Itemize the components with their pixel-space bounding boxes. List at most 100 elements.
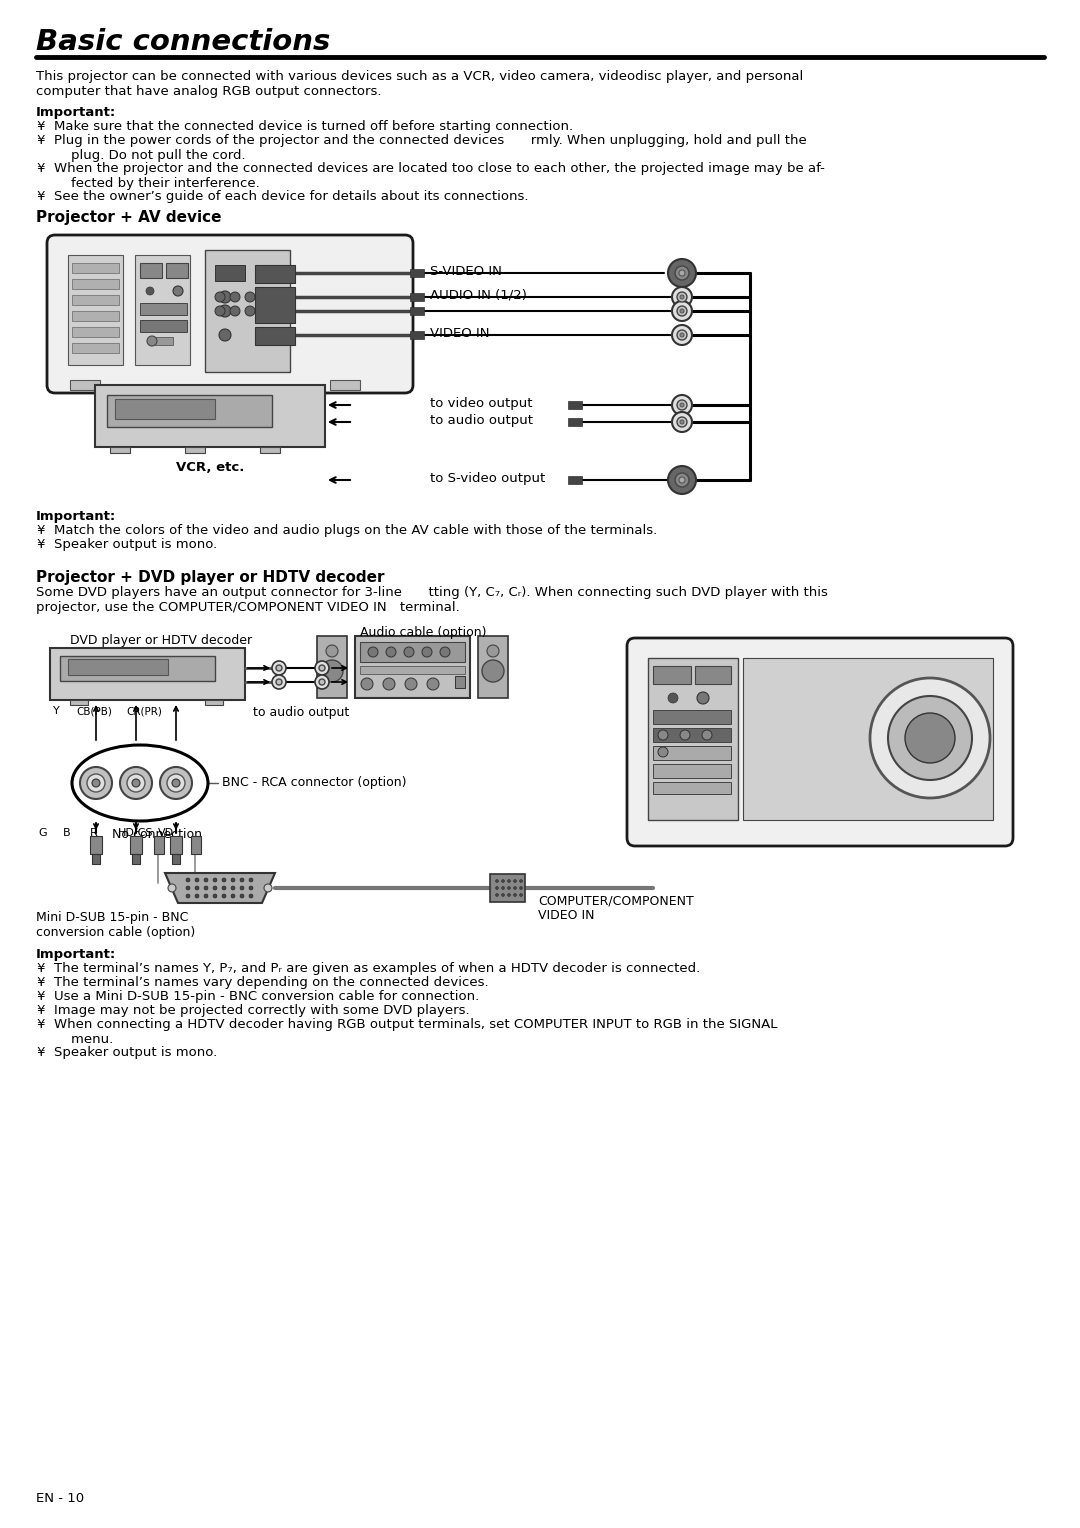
- Circle shape: [888, 695, 972, 779]
- Text: Image may not be projected correctly with some DVD players.: Image may not be projected correctly wit…: [54, 1004, 470, 1018]
- Circle shape: [669, 694, 678, 703]
- Circle shape: [519, 880, 523, 883]
- Bar: [255, 327, 295, 345]
- Circle shape: [213, 886, 217, 889]
- Circle shape: [422, 646, 432, 657]
- Bar: [185, 448, 205, 452]
- Bar: [330, 380, 360, 390]
- Text: to audio output: to audio output: [253, 706, 349, 720]
- Circle shape: [513, 880, 516, 883]
- Circle shape: [501, 886, 504, 889]
- Circle shape: [240, 894, 244, 898]
- Bar: [215, 264, 245, 281]
- Bar: [410, 293, 424, 301]
- Circle shape: [249, 879, 253, 882]
- Circle shape: [219, 290, 231, 303]
- Circle shape: [80, 767, 112, 799]
- Circle shape: [672, 396, 692, 416]
- Text: EN - 10: EN - 10: [36, 1491, 84, 1505]
- Bar: [355, 636, 470, 698]
- Text: Projector + AV device: Projector + AV device: [36, 209, 221, 225]
- Circle shape: [508, 894, 511, 897]
- Text: ¥: ¥: [36, 1004, 44, 1018]
- Circle shape: [669, 466, 696, 494]
- Circle shape: [326, 645, 338, 657]
- Bar: [191, 836, 201, 854]
- Bar: [132, 854, 140, 863]
- Circle shape: [680, 309, 684, 313]
- Text: ¥: ¥: [36, 162, 44, 176]
- Circle shape: [87, 775, 105, 792]
- Text: COMPUTER/COMPONENT
VIDEO IN: COMPUTER/COMPONENT VIDEO IN: [538, 894, 693, 921]
- Circle shape: [405, 678, 417, 691]
- Circle shape: [245, 306, 255, 316]
- Text: ¥: ¥: [36, 524, 44, 536]
- Bar: [653, 764, 731, 778]
- Circle shape: [496, 880, 499, 883]
- Text: G: G: [38, 828, 46, 837]
- Circle shape: [249, 894, 253, 898]
- Bar: [455, 675, 465, 688]
- Circle shape: [222, 886, 226, 889]
- Text: BNC - RCA connector (option): BNC - RCA connector (option): [222, 776, 406, 788]
- Text: ¥: ¥: [36, 538, 44, 552]
- Text: Important:: Important:: [36, 105, 117, 119]
- Circle shape: [440, 646, 450, 657]
- Circle shape: [496, 894, 499, 897]
- Text: to audio output: to audio output: [430, 414, 534, 426]
- Circle shape: [519, 886, 523, 889]
- Text: DVD player or HDTV decoder: DVD player or HDTV decoder: [70, 634, 252, 646]
- Circle shape: [264, 885, 272, 892]
- Circle shape: [231, 886, 235, 889]
- Circle shape: [204, 879, 208, 882]
- Bar: [70, 700, 87, 704]
- Circle shape: [658, 747, 669, 756]
- Circle shape: [487, 645, 499, 657]
- Circle shape: [92, 779, 100, 787]
- Circle shape: [160, 767, 192, 799]
- Circle shape: [245, 292, 255, 303]
- Text: Match the colors of the video and audio plugs on the AV cable with those of the : Match the colors of the video and audio …: [54, 524, 658, 536]
- Bar: [95, 385, 325, 448]
- Bar: [653, 711, 731, 724]
- Circle shape: [249, 886, 253, 889]
- Text: B: B: [63, 828, 70, 837]
- Bar: [72, 327, 119, 338]
- Circle shape: [231, 879, 235, 882]
- Circle shape: [319, 678, 325, 685]
- Text: Basic connections: Basic connections: [36, 28, 330, 57]
- Circle shape: [482, 660, 504, 681]
- Bar: [170, 836, 183, 854]
- Text: Y: Y: [53, 706, 59, 717]
- Text: Speaker output is mono.: Speaker output is mono.: [54, 1047, 217, 1059]
- Bar: [410, 332, 424, 339]
- Text: See the owner’s guide of each device for details about its connections.: See the owner’s guide of each device for…: [54, 189, 528, 203]
- Text: When connecting a HDTV decoder having RGB output terminals, set COMPUTER INPUT t: When connecting a HDTV decoder having RG…: [54, 1018, 778, 1047]
- Bar: [72, 295, 119, 306]
- Text: ¥: ¥: [36, 1047, 44, 1059]
- Text: ¥: ¥: [36, 134, 44, 147]
- Bar: [205, 251, 291, 371]
- Bar: [653, 746, 731, 759]
- Bar: [260, 448, 280, 452]
- Circle shape: [204, 886, 208, 889]
- Circle shape: [315, 662, 329, 675]
- Circle shape: [680, 295, 684, 299]
- Text: ¥: ¥: [36, 1018, 44, 1031]
- Bar: [107, 396, 272, 426]
- Circle shape: [870, 678, 990, 798]
- Circle shape: [675, 266, 689, 280]
- Circle shape: [513, 894, 516, 897]
- Circle shape: [319, 665, 325, 671]
- Text: ¥: ¥: [36, 963, 44, 975]
- Circle shape: [215, 306, 225, 316]
- Circle shape: [240, 886, 244, 889]
- Circle shape: [172, 779, 180, 787]
- Text: to video output: to video output: [430, 397, 532, 410]
- Circle shape: [272, 675, 286, 689]
- Circle shape: [677, 292, 687, 303]
- Bar: [72, 280, 119, 289]
- Circle shape: [167, 775, 185, 792]
- Circle shape: [186, 886, 190, 889]
- Text: Important:: Important:: [36, 510, 117, 523]
